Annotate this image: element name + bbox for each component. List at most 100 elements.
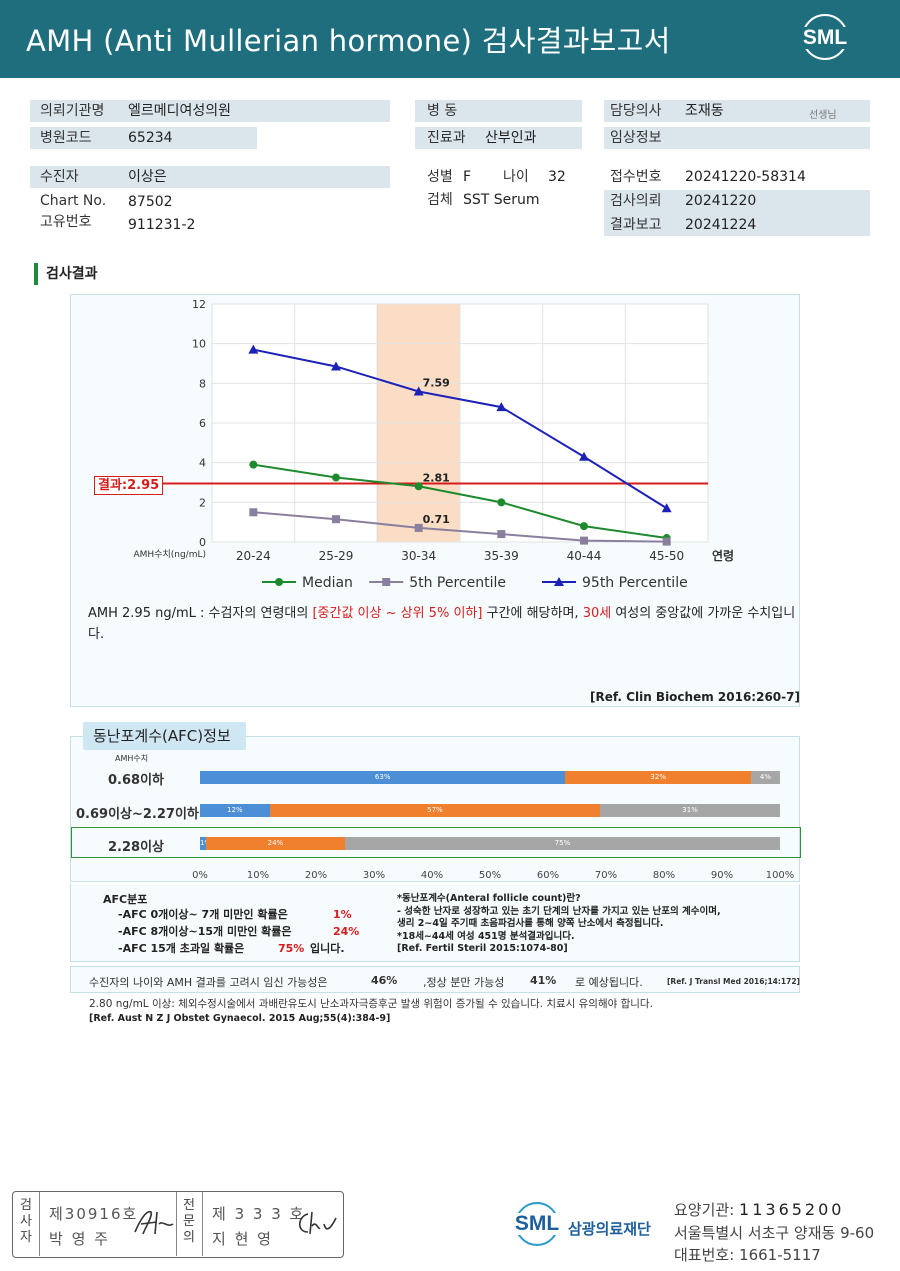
specialist-heading-char: 문 [183,1214,195,1229]
doctor-label: 담당의사 [610,103,662,119]
signature-box: 검 사 자 제30916호 박 영 주 전 문 의 제 3 3 3 호 지 현 … [12,1191,344,1258]
pregnancy-text3: 로 예상됩니다. [575,976,643,989]
y-tick-label: 6 [199,417,206,430]
examiner-license: 제30916호 [49,1205,139,1223]
afc-bar-segment: 24% [205,837,345,850]
doctor-value: 조재동 [685,103,724,119]
legend-label: 95th Percentile [582,575,688,591]
x-tick-label: 45-50 [649,549,684,563]
afc-axis-tick-label: 0% [192,870,208,881]
data-label: 7.59 [423,376,450,389]
summary-ref: [Ref. Clin Biochem 2016:260-7] [590,690,800,704]
amh-line-chart: 0 2 4 6 8 10 12 20-24 25-29 30-34 35-39 40-44 45-50 연… [100,298,734,591]
hospital-code-label: 병원코드 [40,130,92,146]
specialist-heading-char: 전 [183,1198,195,1213]
afc-amh-header: AMH수치 [115,754,149,763]
patient-row-highlight [71,827,801,858]
examiner-name: 박 영 주 [49,1230,110,1248]
logo-text: SML [511,1213,563,1235]
summary-part1: AMH 2.95 ng/mL : 수검자의 연령대의 [88,606,313,621]
summary-part2: 구간에 해당하며, [482,606,583,621]
afc-axis-tick-label: 70% [594,870,618,881]
data-point [496,402,507,412]
afc-dist-line: -AFC 15개 초과일 확률은 [118,942,245,955]
pregnancy-pct2: 41% [530,974,557,987]
department-label: 진료과 [427,130,466,146]
summary-part3: 여성의 중앙값에 가까운 수치입니다. [88,606,796,642]
patient-value: 이상은 [128,169,167,185]
receipt-value: 20241220-58314 [685,169,806,185]
data-point [249,508,258,517]
data-point [580,522,588,531]
examiner-heading-char: 사 [20,1214,32,1229]
info-row-bg [30,166,390,188]
afc-desc-line: *18세~44세 여성 451명 분석결과입니다. [397,930,575,942]
legend-marker [275,578,283,586]
hospital-code-value: 65234 [128,130,173,146]
afc-row-label: 0.68이하 [108,773,164,788]
org-phone: 대표번호: 1661-5117 [674,1244,821,1265]
y-tick-label: 10 [192,338,206,351]
afc-title: 동난포계수(AFC)정보 [83,722,246,750]
patient-label: 수진자 [40,169,79,185]
y-axis-label: AMH수치(ng/mL) [133,548,206,560]
age-label: 나이 [503,169,529,185]
data-point [662,537,671,546]
ward-label: 병 동 [427,103,458,119]
series-line [253,463,667,540]
legend-label: 5th Percentile [409,575,506,591]
data-point [413,386,424,396]
afc-description: *동난포계수(Anteral follicle count)란? - 성숙한 난… [397,893,721,956]
y-tick-label: 4 [199,457,206,470]
examiner-heading: 검 사 자 [18,1198,34,1246]
x-axis-label: 연령 [712,548,734,563]
divider [176,1192,177,1256]
logo-text: SML [800,27,850,49]
ohss-note: 2.80 ng/mL 이상: 체외수정시술에서 과배란유도시 난소과자극증후군 … [89,998,653,1010]
specialist-heading: 전 문 의 [181,1198,197,1246]
legend-marker [554,577,564,586]
afc-axis-tick-label: 100% [765,870,795,881]
afc-dist-suffix: 입니다. [310,942,345,955]
afc-bar-segment: 31% [600,804,780,817]
org-code: 요양기관: 11365200 [674,1199,844,1220]
info-row-bg [30,100,390,122]
series-line [253,511,667,543]
data-point [332,473,340,482]
series-line [253,348,668,510]
summary-text: AMH 2.95 ng/mL : 수검자의 연령대의 [중간값 이상 ~ 상위 … [88,603,798,645]
data-point [331,361,341,371]
receipt-label: 접수번호 [610,169,662,185]
afc-bar-segment: 1% [200,837,206,850]
x-tick-label: 35-39 [484,549,519,563]
org-code-value: 11365200 [739,1200,845,1219]
report-label: 결과보고 [610,217,662,233]
unique-label: 고유번호 [40,214,92,230]
foundation-name: 삼광의료재단 [568,1220,651,1238]
afc-axis-tick-label: 40% [420,870,444,881]
afc-axis-tick-label: 20% [304,870,328,881]
data-label: 2.81 [423,471,450,484]
pregnancy-ref: [Ref. J Transl Med 2016;14:172] [667,977,800,986]
chart-value: 87502 [128,194,173,210]
sml-logo: SML [796,12,854,66]
afc-dist-pct: 75% [278,942,305,955]
afc-bar-segment: 12% [200,804,270,817]
specimen-value: SST Serum [463,192,540,208]
afc-axis-tick-label: 80% [652,870,676,881]
data-label: 0.71 [423,513,450,526]
info-row-bg [30,127,257,149]
afc-axis-tick-label: 60% [536,870,560,881]
afc-info-panel [70,884,800,962]
unique-value: 911231-2 [128,217,196,233]
data-point [414,482,423,491]
examiner-heading-char: 자 [20,1230,32,1245]
divider [39,1192,40,1256]
afc-desc-line: 생리 2~4일 주기때 초음파검사를 통해 양쪽 난소에서 측정됩니다. [397,918,664,929]
org-phone-value: 1661-5117 [739,1246,821,1264]
data-point [414,523,423,532]
info-row-bg [604,100,870,122]
institution-value: 엘르메디여성의원 [128,103,232,119]
afc-axis-tick-label: 10% [246,870,270,881]
data-point [332,515,340,524]
